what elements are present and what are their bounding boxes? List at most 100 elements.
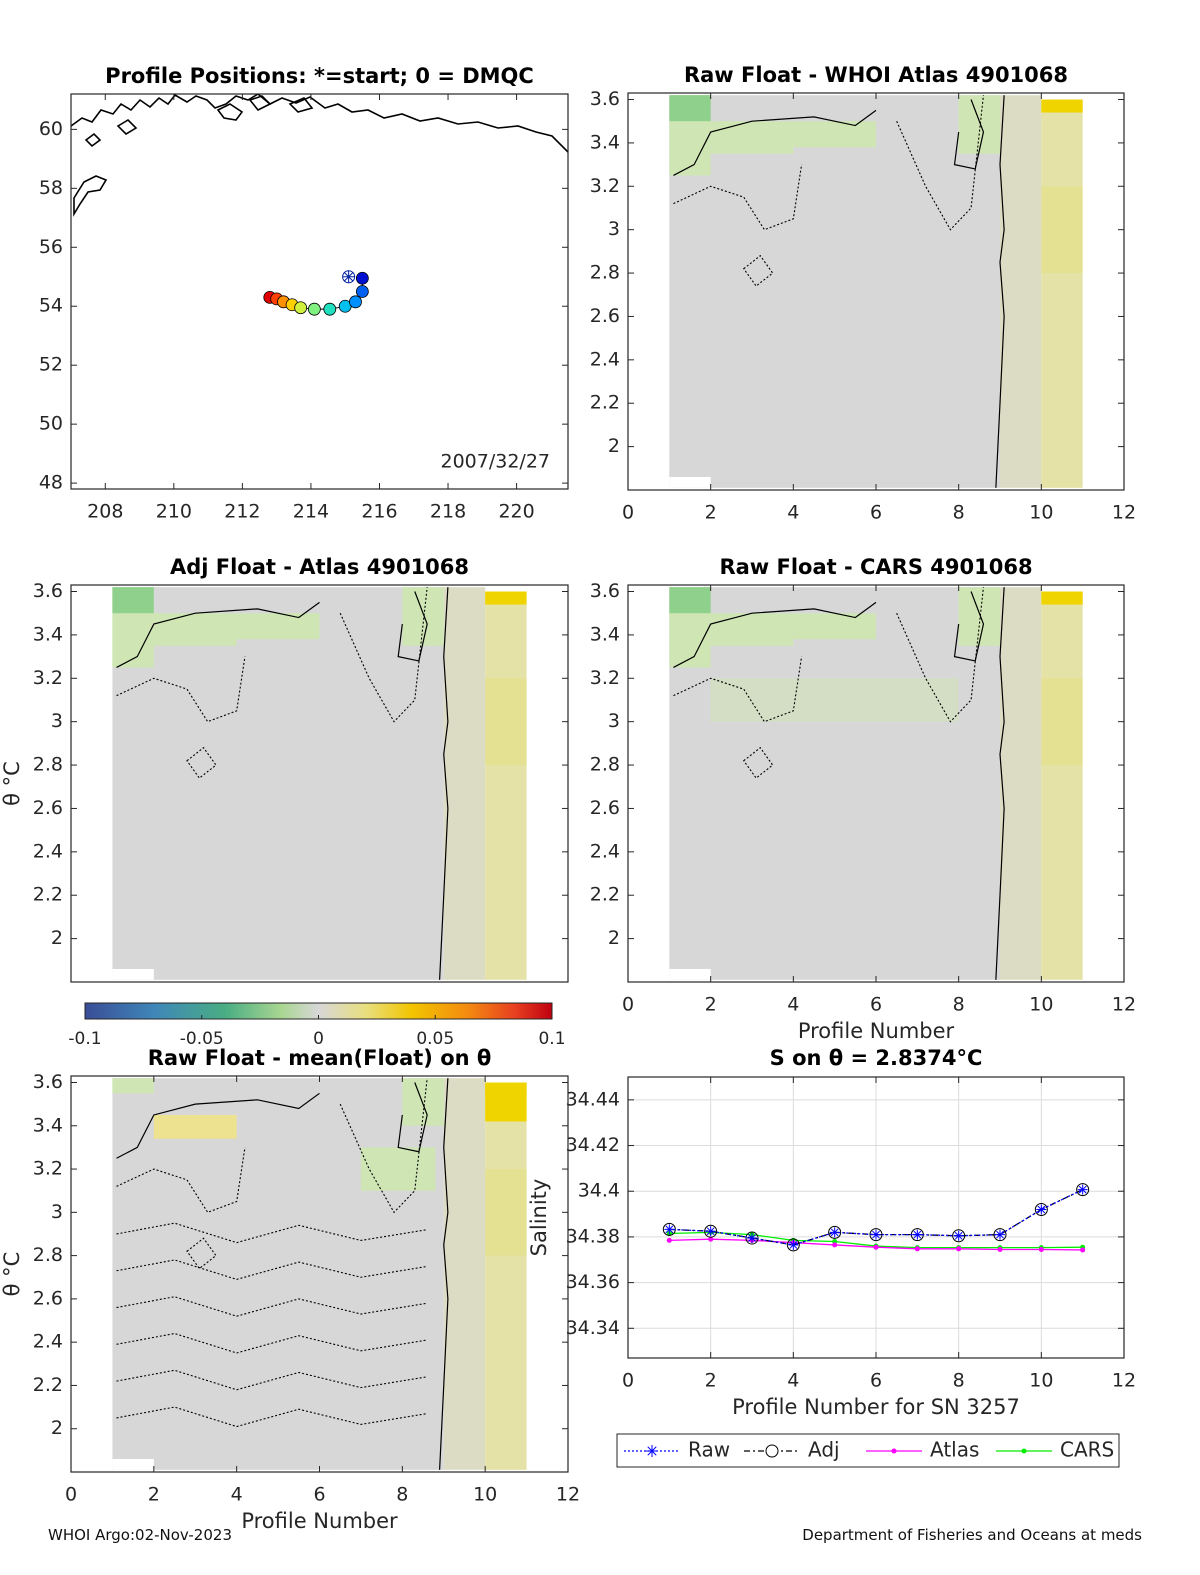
contour-dotted: [339, 587, 428, 723]
date-annotation: 2007/32/27: [440, 451, 550, 473]
data-point-atlas: [997, 1246, 1003, 1252]
coast-island: [216, 103, 244, 121]
x-tick-label: 6: [870, 994, 882, 1016]
anomaly-cell: [485, 591, 527, 605]
position-marker: [294, 301, 308, 315]
legend-marker: [1021, 1448, 1027, 1454]
x-tick-label: 2: [705, 1370, 717, 1392]
x-tick-label: 218: [430, 501, 466, 523]
x-tick-label: 4: [787, 994, 799, 1016]
x-tick-label: 208: [87, 501, 123, 523]
contour-dotted: [116, 1332, 428, 1354]
x-tick-label: 2: [705, 502, 717, 524]
anomaly-column: [1000, 587, 1042, 980]
x-tick-label: 0: [622, 1370, 634, 1392]
contours-dotted: [116, 587, 428, 779]
position-marker: [355, 285, 369, 298]
anomaly-cell: [485, 1082, 527, 1122]
data-point-adj: [786, 1238, 800, 1252]
anomaly-cell: [793, 613, 876, 640]
data-point-adj: [869, 1228, 883, 1242]
data-point-raw: [913, 1230, 922, 1239]
contour-dotted: [116, 1369, 428, 1391]
anomaly-column: [485, 1082, 527, 1470]
contour-solid: [995, 95, 1005, 488]
anomaly-field: [669, 587, 1000, 980]
coast-island: [116, 118, 138, 136]
y-tick-label: 34.4: [578, 1180, 620, 1202]
y-tick-label: 3.2: [590, 667, 620, 689]
data-point-raw: [789, 1241, 798, 1249]
y-tick-label: 34.34: [566, 1317, 620, 1339]
data-point-atlas: [1038, 1246, 1044, 1252]
coastline: [71, 94, 568, 217]
x-tick-label: 8: [396, 1484, 408, 1506]
anomaly-column: [1000, 95, 1042, 488]
data-point-raw: [872, 1230, 880, 1239]
x-tick-label: 8: [953, 994, 965, 1016]
coast-island: [288, 97, 314, 113]
contour-solid: [439, 587, 449, 980]
x-tick-label: 2: [148, 1484, 160, 1506]
legend-marker: [765, 1444, 779, 1458]
y-tick-label: 2.4: [590, 840, 620, 862]
data-point-adj: [704, 1224, 718, 1238]
anomaly-column: [485, 591, 527, 980]
contours-dotted: [116, 1078, 428, 1428]
contours-dotted: [673, 587, 985, 779]
y-tick-label: 3.4: [33, 623, 63, 645]
y-tick-label: 34.42: [566, 1134, 620, 1156]
data-point-raw: [996, 1230, 1004, 1239]
x-tick-label: 10: [1029, 502, 1053, 524]
contour-solid: [116, 1092, 320, 1159]
colorbar-tick-label: 0: [313, 1029, 324, 1049]
anomaly-cell: [710, 613, 794, 646]
panel-title: Adj Float - Atlas 4901068: [170, 555, 469, 579]
y-tick-label: 2.6: [590, 305, 620, 327]
x-tick-label: 4: [231, 1484, 243, 1506]
y-tick-label: 3.6: [590, 580, 620, 602]
legend-label: CARS: [1060, 1438, 1114, 1462]
data-point-atlas: [708, 1236, 714, 1242]
colorbar-tick-label: 0.05: [416, 1029, 454, 1049]
y-tick-label: 3.6: [590, 88, 620, 110]
anomaly-cell: [669, 95, 711, 122]
anomaly-field: [112, 587, 444, 980]
legend-marker: [647, 1446, 657, 1456]
x-tick-label: 12: [1112, 994, 1136, 1016]
y-tick-label: 2.2: [33, 884, 63, 906]
footer-right: Department of Fisheries and Oceans at me…: [802, 1526, 1142, 1544]
y-tick-label: 3.4: [33, 1114, 63, 1136]
raw-cars-panel: 0 2 4 6 8 10 12 2 2.2 2.4 2.6 2.8 3 3.2 3.4 3.6 Raw Floa…: [590, 555, 1136, 1043]
data-point-adj: [952, 1229, 966, 1243]
x-tick-label: 210: [156, 501, 192, 523]
anomaly-cell: [793, 121, 876, 148]
y-tick-label: 58: [39, 177, 63, 199]
anomaly-cell: [153, 1114, 237, 1139]
anomaly-cell: [236, 613, 320, 640]
x-tick-label: 0: [622, 994, 634, 1016]
data-point-cars: [832, 1238, 838, 1244]
anomaly-cell: [402, 1078, 444, 1126]
anomaly-cell: [958, 587, 1000, 646]
contour-dotted: [116, 1259, 428, 1280]
y-axis-label: θ °C: [0, 761, 24, 806]
y-tick-label: 3.2: [590, 175, 620, 197]
y-tick-label: 2.2: [590, 392, 620, 414]
anomaly-column: [1041, 186, 1083, 274]
anomaly-column: [1041, 99, 1083, 488]
y-tick-label: 2: [51, 927, 63, 949]
data-point-adj: [745, 1231, 759, 1245]
y-tick-label: 2.2: [33, 1374, 63, 1396]
data-point-raw: [706, 1227, 715, 1236]
y-tick-label: 2: [608, 927, 620, 949]
y-tick-label: 3: [51, 710, 63, 732]
contour-solid: [397, 591, 428, 662]
colorbar-tick-label: -0.05: [180, 1029, 224, 1049]
y-tick-label: 48: [39, 472, 63, 494]
x-tick-label: 6: [870, 502, 882, 524]
data-point-atlas: [956, 1246, 962, 1252]
raw-whoi-panel: 0 2 4 6 8 10 12 2 2.2 2.4 2.6 2.8 3 3.2 3.4 3.6 Raw Floa…: [590, 63, 1136, 524]
y-tick-label: 54: [39, 295, 63, 317]
anomaly-cell: [112, 587, 154, 614]
